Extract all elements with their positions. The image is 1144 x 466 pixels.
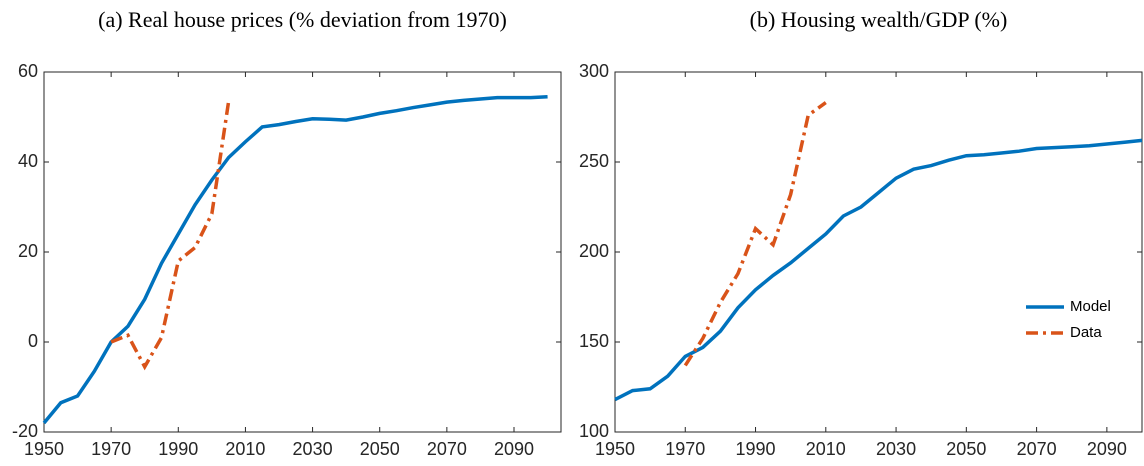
y-tick-label: 20 [18, 241, 38, 261]
y-tick-label: 100 [579, 421, 609, 441]
chart-panel: (b) Housing wealth/GDP (%) 100 150 200 250 30… [579, 7, 1143, 459]
legend-label: Model [1070, 298, 1111, 315]
x-tick-label: 2090 [1087, 439, 1127, 459]
series-line [683, 101, 827, 367]
y-tick-label: 60 [18, 61, 38, 81]
legend-box [1020, 290, 1134, 350]
x-tick-label: 1950 [595, 439, 635, 459]
y-tick-label: 0 [28, 331, 38, 351]
chart-panel: (a) Real house prices (% deviation from … [12, 7, 562, 459]
x-tick-label: 1970 [665, 439, 705, 459]
x-tick-label: 2010 [225, 439, 265, 459]
y-tick-label: 150 [579, 331, 609, 351]
x-tick-label: 2050 [946, 439, 986, 459]
x-tick-label: 1990 [158, 439, 198, 459]
plot-frame [614, 71, 1143, 433]
y-tick-label: 300 [579, 61, 609, 81]
x-tick-label: 2090 [494, 439, 534, 459]
x-tick-label: 2010 [806, 439, 846, 459]
y-tick-label: 200 [579, 241, 609, 261]
chart-title: (b) Housing wealth/GDP (%) [750, 7, 1008, 32]
y-tick-label: 40 [18, 151, 38, 171]
y-tick-label: -20 [12, 421, 38, 441]
chart-title: (a) Real house prices (% deviation from … [98, 7, 507, 32]
x-tick-label: 2030 [293, 439, 333, 459]
legend-label: Data [1070, 324, 1102, 341]
x-tick-label: 2070 [1017, 439, 1057, 459]
x-tick-label: 2030 [876, 439, 916, 459]
series-line [42, 95, 548, 425]
plot-frame [43, 71, 562, 433]
series-line [614, 138, 1143, 402]
x-tick-label: 2050 [360, 439, 400, 459]
x-tick-label: 1990 [736, 439, 776, 459]
y-tick-label: 250 [579, 151, 609, 171]
x-tick-label: 1950 [24, 439, 64, 459]
series-line [110, 100, 231, 371]
x-tick-label: 2070 [427, 439, 467, 459]
x-tick-label: 1970 [91, 439, 131, 459]
